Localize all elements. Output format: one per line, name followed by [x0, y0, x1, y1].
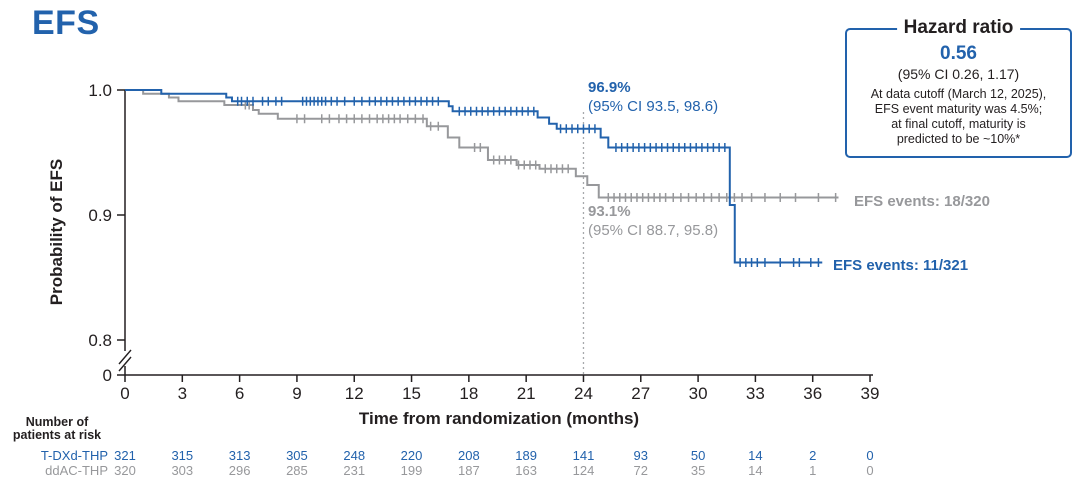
risk-table-header: Number of patients at risk	[2, 416, 112, 442]
risk-row-label-ddac: ddAC-THP	[45, 463, 108, 478]
y-axis-break-slash	[118, 349, 132, 365]
x-tick-label: 39	[860, 384, 880, 403]
risk-value: 321	[114, 448, 136, 463]
x-tick-label: 36	[803, 384, 823, 403]
risk-value: 220	[400, 448, 423, 463]
events-count-ddac: EFS events: 18/320	[854, 193, 990, 210]
y-axis-break-slash	[118, 356, 132, 372]
x-tick-label: 27	[631, 384, 651, 403]
km-curve-ddac-thp	[125, 89, 839, 199]
risk-value: 35	[690, 463, 706, 478]
risk-value: 199	[400, 463, 423, 478]
risk-value: 296	[228, 463, 251, 478]
x-tick-label: 3	[177, 384, 188, 403]
risk-value: 320	[114, 463, 136, 478]
note-line: at final cutoff, maturity is	[891, 117, 1026, 131]
risk-value: 285	[286, 463, 308, 478]
risk-value: 313	[228, 448, 251, 463]
x-tick-label: 12	[344, 384, 364, 403]
risk-header-line: patients at risk	[12, 428, 102, 442]
x-tick-label: 18	[459, 384, 479, 403]
risk-row-label-tdxd: T-DXd-THP	[40, 448, 108, 463]
hazard-ratio-box: Hazard ratio 0.56 (95% CI 0.26, 1.17) At…	[845, 17, 1072, 158]
x-tick-label: 9	[292, 384, 302, 403]
landmark-value-ddac: 93.1%	[588, 203, 631, 220]
landmark-annotation-ddac: 93.1% (95% CI 88.7, 95.8)	[588, 202, 788, 240]
hazard-ratio-ci: (95% CI 0.26, 1.17)	[897, 66, 1020, 82]
risk-value: 14	[748, 448, 763, 463]
risk-value: 0	[866, 448, 874, 463]
risk-value: 1	[809, 463, 817, 478]
x-tick-label: 24	[574, 384, 593, 403]
x-tick-label: 30	[688, 384, 708, 403]
y-tick-label: 1.0	[88, 81, 112, 100]
x-tick-label: 15	[402, 384, 421, 403]
risk-value: 303	[171, 463, 194, 478]
risk-value: 189	[515, 448, 537, 463]
risk-value: 50	[690, 448, 706, 463]
hazard-ratio-note: At data cutoff (March 12, 2025), EFS eve…	[847, 87, 1070, 147]
y-tick-label: 0.9	[88, 206, 112, 225]
risk-header-line: Number of	[25, 415, 89, 429]
events-count-tdxd: EFS events: 11/321	[833, 257, 969, 274]
landmark-value-tdxd: 96.9%	[588, 79, 631, 96]
hazard-ratio-title: Hazard ratio	[896, 17, 1021, 39]
risk-value: 187	[457, 463, 480, 478]
note-line: predicted to be ~10%*	[896, 132, 1021, 146]
risk-value: 231	[343, 463, 366, 478]
landmark-annotation-tdxd: 96.9% (95% CI 93.5, 98.6)	[588, 78, 788, 116]
risk-value: 315	[171, 448, 194, 463]
x-tick-label: 21	[516, 384, 536, 403]
risk-value: 305	[286, 448, 308, 463]
y-tick-label: 0	[102, 366, 112, 385]
note-line: At data cutoff (March 12, 2025),	[870, 87, 1047, 101]
risk-value: 93	[633, 448, 648, 463]
note-line: EFS event maturity was 4.5%;	[874, 102, 1043, 116]
x-tick-label: 33	[745, 384, 765, 403]
landmark-ci-tdxd: (95% CI 93.5, 98.6)	[588, 98, 719, 115]
x-tick-label: 6	[234, 384, 245, 403]
risk-value: 72	[633, 463, 648, 478]
risk-value: 124	[572, 463, 595, 478]
x-axis-title: Time from randomization (months)	[358, 409, 640, 428]
page-title: EFS	[32, 4, 100, 42]
risk-value: 2	[809, 448, 817, 463]
x-tick-label: 0	[120, 384, 130, 403]
risk-value: 0	[866, 463, 874, 478]
risk-value: 14	[748, 463, 763, 478]
y-tick-label: 0.8	[88, 331, 112, 350]
landmark-ci-ddac: (95% CI 88.7, 95.8)	[588, 222, 719, 239]
hazard-ratio-value: 0.56	[940, 43, 977, 64]
risk-value: 248	[343, 448, 366, 463]
km-curve-t-dxd-thp	[125, 89, 823, 264]
risk-value: 208	[457, 448, 480, 463]
risk-value: 163	[515, 463, 537, 478]
y-axis-title: Probability of EFS	[47, 158, 66, 306]
risk-value: 141	[572, 448, 595, 463]
